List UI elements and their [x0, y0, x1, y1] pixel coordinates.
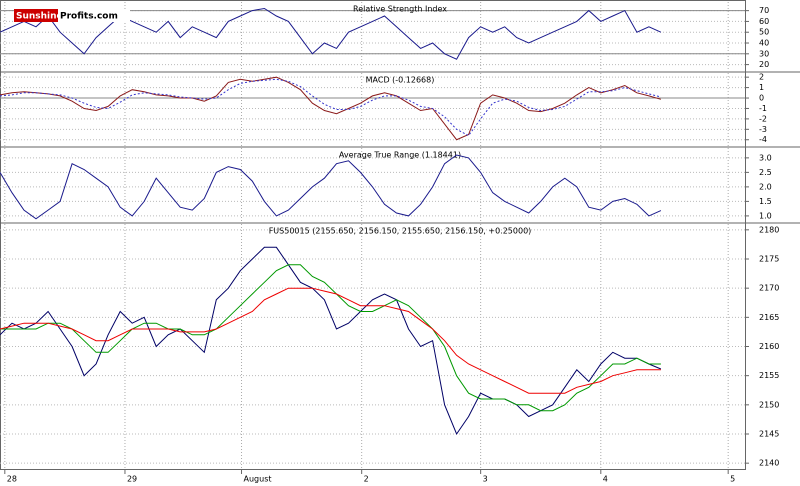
- x-tick-label: 3: [483, 475, 488, 484]
- x-tick-label: 29: [127, 475, 137, 484]
- frame: [0, 0, 746, 470]
- panel-title: MACD (-0.12668): [366, 76, 435, 85]
- y-tick-label: 70: [759, 6, 769, 15]
- y-tick-label: -1: [759, 104, 767, 113]
- x-tick-label: 4: [603, 475, 608, 484]
- logo-brand: Sunshine: [16, 12, 63, 22]
- panel-title: Relative Strength Index: [353, 5, 447, 14]
- x-tick-label: 28: [7, 475, 17, 484]
- series-line: [0, 7, 662, 60]
- panel-title: Average True Range (1.18441): [339, 151, 461, 160]
- series-line: [0, 287, 661, 394]
- y-tick-label: 60: [759, 17, 769, 26]
- y-tick-label: 2160: [759, 342, 779, 351]
- logo: Sunshine Profits.com: [14, 9, 130, 22]
- y-tick-label: -2: [759, 114, 767, 123]
- y-tick-label: 2140: [759, 459, 779, 468]
- y-tick-label: 50: [759, 28, 769, 37]
- series-line: [0, 76, 662, 141]
- logo-box: [14, 9, 58, 22]
- logo-site: Profits.com: [60, 12, 118, 22]
- y-tick-label: 1.0: [759, 211, 772, 220]
- series-line: [0, 246, 662, 436]
- y-tick-label: 1: [759, 83, 764, 92]
- y-tick-label: 1.5: [759, 197, 772, 206]
- y-tick-label: 2: [759, 73, 764, 82]
- y-tick-label: 40: [759, 39, 769, 48]
- series-line: [0, 264, 661, 412]
- panel-title: FUS50015 (2155.650, 2156.150, 2155.650, …: [269, 227, 532, 236]
- y-tick-label: 0: [759, 94, 764, 103]
- y-tick-label: 2150: [759, 400, 779, 409]
- y-tick-label: 20: [759, 60, 769, 69]
- x-tick-label: 5: [730, 475, 735, 484]
- y-tick-label: 2165: [759, 313, 779, 322]
- y-tick-label: -4: [759, 135, 767, 144]
- series-line: [0, 78, 662, 137]
- y-tick-label: 2175: [759, 255, 779, 264]
- series-line: [0, 154, 662, 220]
- y-tick-label: 2155: [759, 371, 779, 380]
- logo-bg: [58, 9, 130, 22]
- y-tick-label: 3.0: [759, 153, 772, 162]
- y-tick-label: 2180: [759, 225, 779, 234]
- y-tick-label: 2.5: [759, 168, 772, 177]
- x-tick-label: August: [244, 475, 272, 484]
- y-tick-label: 30: [759, 49, 769, 58]
- y-tick-label: 2170: [759, 284, 779, 293]
- y-tick-label: -3: [759, 125, 767, 134]
- x-tick-label: 2: [364, 475, 369, 484]
- y-tick-label: 2145: [759, 430, 779, 439]
- y-tick-label: 2.0: [759, 182, 772, 191]
